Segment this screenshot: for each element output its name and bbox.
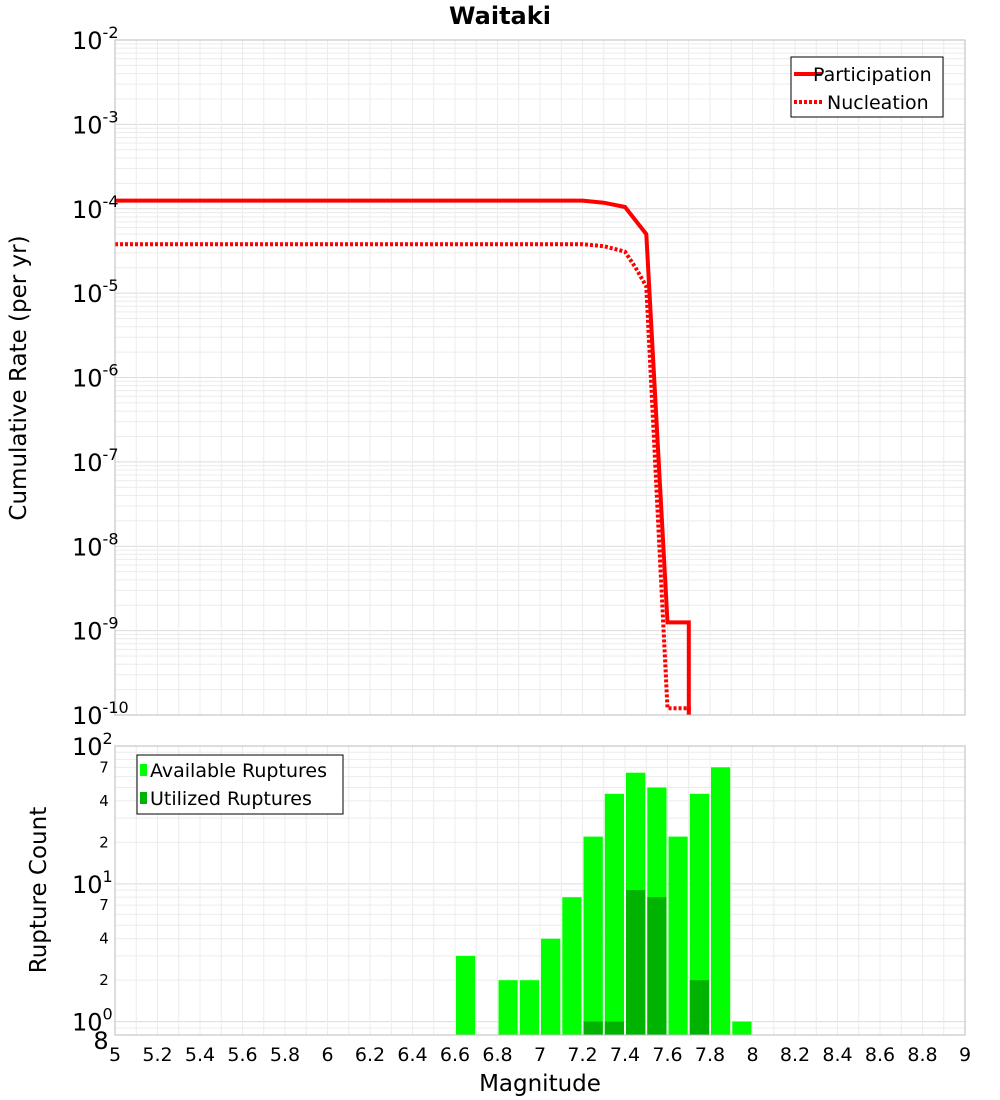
x-tick-label: 7.8 bbox=[695, 1044, 725, 1066]
bottom-y-tick-labels: 102 101 100 7 4 2 7 4 2 8 bbox=[72, 729, 113, 1055]
top-y-tick-label: 10-7 bbox=[72, 445, 119, 477]
top-panel: 10-2 10-3 10-4 10-5 10-6 10-7 10-8 10-9 10-10 Cu… bbox=[6, 23, 966, 730]
utilized-bar bbox=[689, 980, 710, 1035]
bottom-y-minor-label: 4 bbox=[99, 792, 109, 810]
top-legend-box bbox=[790, 56, 944, 118]
x-tick-label: 8.2 bbox=[780, 1044, 810, 1066]
x-tick-label: 5.2 bbox=[142, 1044, 172, 1066]
bottom-panel: 102 101 100 7 4 2 7 4 2 8 5 5.2 5.4 5.6 5.8 6 6.2 6.4 6.6… bbox=[26, 729, 971, 1097]
available-bar bbox=[456, 955, 476, 1035]
x-tick-label: 5.4 bbox=[185, 1044, 215, 1066]
top-y-tick-labels: 10-2 10-3 10-4 10-5 10-6 10-7 10-8 10-9 10-10 bbox=[72, 23, 129, 730]
x-tick-label: 6.8 bbox=[482, 1044, 512, 1066]
available-bar bbox=[711, 767, 731, 1035]
chart-title: Waitaki bbox=[449, 2, 551, 30]
top-grid bbox=[114, 40, 966, 716]
utilized-bar bbox=[626, 890, 646, 1035]
available-bar bbox=[604, 793, 624, 1035]
x-tick-label: 8 bbox=[746, 1044, 758, 1066]
top-y-tick-label: 10-9 bbox=[72, 614, 119, 646]
legend-swatch-available bbox=[140, 764, 147, 776]
legend-label-utilized: Utilized Ruptures bbox=[150, 788, 312, 810]
x-tick-label: 7.4 bbox=[610, 1044, 640, 1066]
x-tick-label: 8.4 bbox=[822, 1044, 852, 1066]
x-tick-label: 5.6 bbox=[227, 1044, 257, 1066]
x-tick-label: 7.6 bbox=[652, 1044, 682, 1066]
available-bar bbox=[562, 897, 582, 1035]
bottom-y-minor-label: 8 bbox=[93, 1027, 108, 1055]
bottom-y-decade-label: 101 bbox=[72, 867, 113, 899]
x-tick-label: 5 bbox=[109, 1044, 121, 1066]
available-bar bbox=[541, 938, 561, 1035]
x-tick-label: 6.2 bbox=[355, 1044, 385, 1066]
x-axis-label: Magnitude bbox=[479, 1071, 601, 1097]
bottom-y-axis-label: Rupture Count bbox=[26, 807, 52, 973]
legend-label-available: Available Ruptures bbox=[150, 760, 327, 782]
available-bar bbox=[732, 1021, 752, 1035]
utilized-bar bbox=[604, 1021, 624, 1035]
bottom-y-minor-label: 4 bbox=[99, 930, 109, 948]
bottom-y-minor-label: 2 bbox=[99, 971, 109, 989]
top-series-lines bbox=[115, 198, 691, 715]
legend-label-nucleation: Nucleation bbox=[827, 92, 929, 114]
legend-label-participation: Participation bbox=[813, 64, 932, 86]
bottom-y-decade-label: 100 bbox=[72, 1005, 113, 1037]
utilized-bar bbox=[583, 1021, 603, 1035]
bottom-plot-frame bbox=[114, 745, 966, 1036]
x-tick-label: 7 bbox=[534, 1044, 546, 1066]
x-tick-label: 9 bbox=[959, 1044, 971, 1066]
x-tick-label: 6.6 bbox=[440, 1044, 470, 1066]
x-tick-label: 6 bbox=[321, 1044, 333, 1066]
legend-swatch-utilized bbox=[140, 792, 147, 804]
utilized-bar bbox=[647, 897, 667, 1035]
top-legend: Participation Nucleation bbox=[790, 56, 944, 118]
bottom-bars bbox=[456, 767, 752, 1035]
top-y-tick-label: 10-10 bbox=[72, 698, 129, 730]
x-tick-label: 6.4 bbox=[397, 1044, 427, 1066]
series-line-participation bbox=[115, 198, 691, 715]
top-y-tick-label: 10-8 bbox=[72, 529, 119, 561]
bottom-y-decade-label: 102 bbox=[72, 729, 113, 761]
available-bar bbox=[498, 980, 518, 1035]
x-tick-label: 8.8 bbox=[907, 1044, 937, 1066]
x-tick-labels: 5 5.2 5.4 5.6 5.8 6 6.2 6.4 6.6 6.8 7 7.2 7.4 7.6 7.8 8… bbox=[109, 1044, 971, 1066]
available-bar bbox=[583, 836, 603, 1035]
top-y-tick-label: 10-3 bbox=[72, 107, 119, 139]
bottom-y-minor-label: 7 bbox=[99, 896, 109, 914]
available-bar bbox=[668, 836, 688, 1035]
bottom-y-minor-label: 2 bbox=[99, 833, 109, 851]
bottom-y-minor-label: 7 bbox=[99, 758, 109, 776]
top-y-tick-label: 10-2 bbox=[72, 23, 119, 55]
top-y-tick-label: 10-5 bbox=[72, 276, 119, 308]
x-tick-label: 8.6 bbox=[865, 1044, 895, 1066]
top-y-axis-label: Cumulative Rate (per yr) bbox=[6, 235, 32, 520]
available-bar bbox=[689, 793, 710, 1035]
top-y-tick-label: 10-4 bbox=[72, 192, 119, 224]
top-y-tick-label: 10-6 bbox=[72, 361, 119, 393]
bottom-legend: Available Ruptures Utilized Ruptures bbox=[136, 754, 344, 815]
top-plot-frame bbox=[114, 39, 966, 716]
bottom-legend-box bbox=[136, 754, 344, 815]
available-bar bbox=[519, 980, 540, 1035]
x-tick-label: 7.2 bbox=[567, 1044, 597, 1066]
x-tick-label: 5.8 bbox=[270, 1044, 300, 1066]
